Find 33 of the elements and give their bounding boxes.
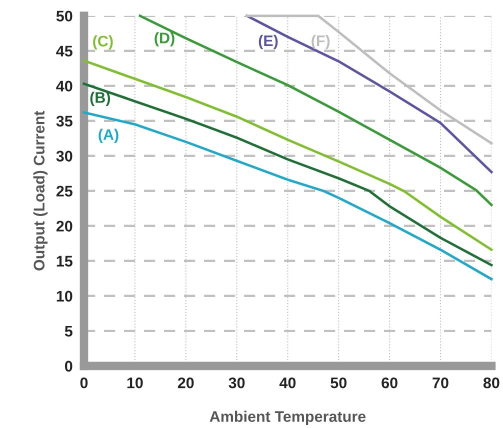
y-tick-label: 15: [56, 256, 72, 267]
series-label: (C): [93, 35, 113, 50]
line-series: [246, 14, 493, 174]
line-series: [82, 82, 493, 266]
series-label: (F): [312, 34, 330, 50]
x-tick-label: 50: [330, 377, 347, 388]
y-tick-label: 25: [56, 186, 72, 197]
y-tick-label: 0: [65, 360, 72, 372]
x-axis-title: Ambient Temperature: [210, 410, 366, 425]
y-tick-label: 50: [56, 10, 72, 22]
y-tick-label: 35: [56, 116, 72, 127]
y-tick-label: 10: [56, 290, 72, 302]
line-series: [82, 111, 493, 280]
series-label: (E): [258, 34, 278, 50]
line-series: [82, 59, 493, 251]
y-axis-title: Output (Load) Current: [33, 110, 48, 270]
line-series: [138, 14, 493, 206]
y-tick-label: 30: [56, 150, 72, 162]
y-tick-label: 45: [56, 46, 72, 57]
series-label: (A): [98, 128, 118, 144]
y-tick-label: 5: [64, 326, 72, 337]
x-tick-label: 60: [382, 377, 398, 388]
x-tick-label: 0: [80, 377, 88, 388]
x-tick-label: 10: [127, 377, 143, 388]
x-tick-label: 80: [483, 377, 500, 388]
y-tick-label: 20: [56, 220, 72, 232]
x-tick-label: 20: [178, 377, 194, 388]
y-tick-label: 40: [56, 80, 72, 92]
x-tick-label: 70: [432, 377, 448, 388]
x-tick-label: 40: [279, 377, 296, 388]
series-label: (D): [154, 32, 174, 46]
series-label: (B): [90, 92, 110, 106]
x-tick-label: 30: [228, 377, 245, 388]
